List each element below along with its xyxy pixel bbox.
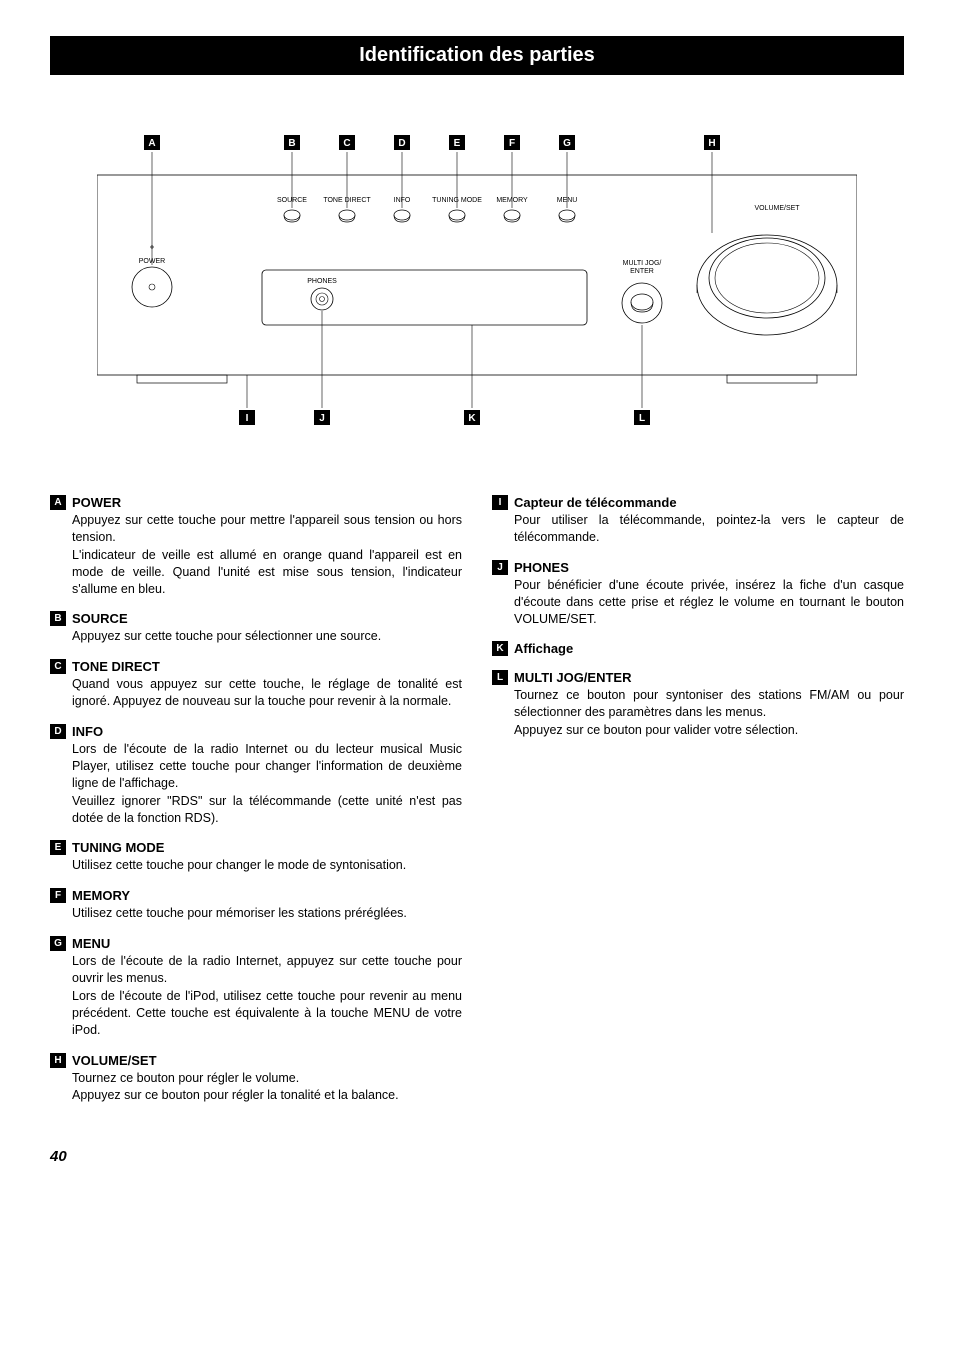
item-paragraph: Tournez ce bouton pour syntoniser des st… bbox=[514, 687, 904, 721]
item-head: K Affichage bbox=[492, 641, 904, 656]
item-head: J PHONES bbox=[492, 560, 904, 575]
item-head: I Capteur de télécommande bbox=[492, 495, 904, 510]
item-head: B SOURCE bbox=[50, 611, 462, 626]
item-head: F MEMORY bbox=[50, 888, 462, 903]
item-body: Utilisez cette touche pour changer le mo… bbox=[50, 857, 462, 874]
svg-text:L: L bbox=[639, 413, 645, 424]
item-title: MENU bbox=[72, 936, 110, 951]
item-badge: G bbox=[50, 936, 66, 951]
item-body: Tournez ce bouton pour régler le volume.… bbox=[50, 1070, 462, 1105]
item-title: MULTI JOG/ENTER bbox=[514, 670, 631, 685]
item-body: Tournez ce bouton pour syntoniser des st… bbox=[492, 687, 904, 739]
svg-text:VOLUME/SET: VOLUME/SET bbox=[754, 205, 800, 212]
item-body: Appuyez sur cette touche pour sélectionn… bbox=[50, 628, 462, 645]
item-title: INFO bbox=[72, 724, 103, 739]
item-badge: J bbox=[492, 560, 508, 575]
item-paragraph: Appuyez sur ce bouton pour valider votre… bbox=[514, 722, 904, 739]
svg-text:B: B bbox=[288, 138, 295, 149]
description-item: L MULTI JOG/ENTER Tournez ce bouton pour s… bbox=[492, 670, 904, 739]
description-item: B SOURCE Appuyez sur cette touche pour sél… bbox=[50, 611, 462, 645]
description-item: E TUNING MODE Utilisez cette touche pour c… bbox=[50, 840, 462, 874]
item-paragraph: Appuyez sur ce bouton pour régler la ton… bbox=[72, 1087, 462, 1104]
item-paragraph: Tournez ce bouton pour régler le volume. bbox=[72, 1070, 462, 1087]
item-paragraph: Utilisez cette touche pour changer le mo… bbox=[72, 857, 462, 874]
item-title: PHONES bbox=[514, 560, 569, 575]
item-badge: C bbox=[50, 659, 66, 674]
description-item: F MEMORY Utilisez cette touche pour mémori… bbox=[50, 888, 462, 922]
description-item: H VOLUME/SET Tournez ce bouton pour régler… bbox=[50, 1053, 462, 1105]
item-body: Lors de l'écoute de la radio Internet ou… bbox=[50, 741, 462, 826]
description-item: G MENU Lors de l'écoute de la radio Intern… bbox=[50, 936, 462, 1038]
left-column: A POWER Appuyez sur cette touche pour mett… bbox=[50, 495, 462, 1118]
page: Identification des parties A B C D E F G H POWER… bbox=[0, 0, 954, 1195]
item-paragraph: L'indicateur de veille est allumé en ora… bbox=[72, 547, 462, 598]
description-item: C TONE DIRECT Quand vous appuyez sur cette… bbox=[50, 659, 462, 710]
item-badge: F bbox=[50, 888, 66, 903]
item-head: G MENU bbox=[50, 936, 462, 951]
svg-text:TONE DIRECT: TONE DIRECT bbox=[323, 197, 371, 204]
svg-text:E: E bbox=[454, 138, 461, 149]
item-title: Capteur de télécommande bbox=[514, 495, 677, 510]
item-paragraph: Veuillez ignorer "RDS" sur la télécomman… bbox=[72, 793, 462, 827]
page-number: 40 bbox=[50, 1148, 904, 1165]
svg-text:H: H bbox=[708, 138, 715, 149]
item-body: Lors de l'écoute de la radio Internet, a… bbox=[50, 953, 462, 1038]
section-title: Identification des parties bbox=[50, 36, 904, 75]
item-body: Appuyez sur cette touche pour mettre l'a… bbox=[50, 512, 462, 597]
item-title: POWER bbox=[72, 495, 121, 510]
item-paragraph: Appuyez sur cette touche pour mettre l'a… bbox=[72, 512, 462, 546]
right-column: I Capteur de télécommande Pour utiliser la… bbox=[492, 495, 904, 1118]
front-panel-diagram: ABCDEFGHPOWERSOURCETONE DIRECTINFOTUNING… bbox=[97, 125, 857, 435]
item-body: Quand vous appuyez sur cette touche, le … bbox=[50, 676, 462, 710]
item-badge: L bbox=[492, 670, 508, 685]
svg-text:G: G bbox=[563, 138, 571, 149]
item-paragraph: Pour utiliser la télécommande, pointez-l… bbox=[514, 512, 904, 546]
item-badge: I bbox=[492, 495, 508, 510]
item-badge: K bbox=[492, 641, 508, 656]
item-title: MEMORY bbox=[72, 888, 130, 903]
item-badge: A bbox=[50, 495, 66, 510]
item-head: C TONE DIRECT bbox=[50, 659, 462, 674]
svg-text:MULTI JOG/: MULTI JOG/ bbox=[623, 260, 662, 267]
svg-text:F: F bbox=[509, 138, 515, 149]
item-paragraph: Pour bénéficier d'une écoute privée, ins… bbox=[514, 577, 904, 628]
item-head: E TUNING MODE bbox=[50, 840, 462, 855]
item-head: H VOLUME/SET bbox=[50, 1053, 462, 1068]
item-body: Utilisez cette touche pour mémoriser les… bbox=[50, 905, 462, 922]
item-body: Pour bénéficier d'une écoute privée, ins… bbox=[492, 577, 904, 628]
item-paragraph: Utilisez cette touche pour mémoriser les… bbox=[72, 905, 462, 922]
svg-text:K: K bbox=[468, 413, 476, 424]
item-paragraph: Lors de l'écoute de la radio Internet, a… bbox=[72, 953, 462, 987]
item-title: SOURCE bbox=[72, 611, 128, 626]
item-head: D INFO bbox=[50, 724, 462, 739]
item-title: VOLUME/SET bbox=[72, 1053, 157, 1068]
item-title: TONE DIRECT bbox=[72, 659, 160, 674]
svg-text:A: A bbox=[148, 138, 155, 149]
description-item: A POWER Appuyez sur cette touche pour mett… bbox=[50, 495, 462, 597]
item-paragraph: Lors de l'écoute de l'iPod, utilisez cet… bbox=[72, 988, 462, 1039]
svg-text:J: J bbox=[319, 413, 325, 424]
description-item: J PHONES Pour bénéficier d'une écoute priv… bbox=[492, 560, 904, 628]
item-body: Pour utiliser la télécommande, pointez-l… bbox=[492, 512, 904, 546]
item-head: L MULTI JOG/ENTER bbox=[492, 670, 904, 685]
description-item: D INFO Lors de l'écoute de la radio Intern… bbox=[50, 724, 462, 826]
item-paragraph: Appuyez sur cette touche pour sélectionn… bbox=[72, 628, 462, 645]
item-head: A POWER bbox=[50, 495, 462, 510]
item-title: TUNING MODE bbox=[72, 840, 164, 855]
item-badge: E bbox=[50, 840, 66, 855]
svg-text:ENTER: ENTER bbox=[630, 268, 654, 275]
svg-text:PHONES: PHONES bbox=[307, 278, 337, 285]
item-title: Affichage bbox=[514, 641, 573, 656]
item-paragraph: Lors de l'écoute de la radio Internet ou… bbox=[72, 741, 462, 792]
item-badge: D bbox=[50, 724, 66, 739]
svg-text:I: I bbox=[246, 413, 249, 424]
description-columns: A POWER Appuyez sur cette touche pour mett… bbox=[50, 495, 904, 1118]
svg-text:C: C bbox=[343, 138, 350, 149]
item-badge: H bbox=[50, 1053, 66, 1068]
item-paragraph: Quand vous appuyez sur cette touche, le … bbox=[72, 676, 462, 710]
description-item: I Capteur de télécommande Pour utiliser la… bbox=[492, 495, 904, 546]
description-item: K Affichage bbox=[492, 641, 904, 656]
svg-text:D: D bbox=[398, 138, 405, 149]
item-badge: B bbox=[50, 611, 66, 626]
